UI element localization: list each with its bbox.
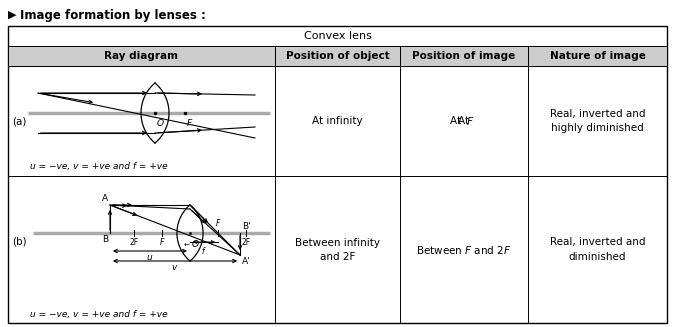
Text: ←: ← [183,243,189,249]
Text: B': B' [242,222,250,231]
Text: At infinity: At infinity [312,116,363,126]
Text: $v$: $v$ [171,263,179,272]
Text: u = −ve, v = +ve and f = +ve: u = −ve, v = +ve and f = +ve [30,163,167,171]
Bar [275,46,400,66]
Text: B: B [102,235,108,244]
Text: $O$: $O$ [191,238,200,249]
Bar [528,46,667,66]
Text: 2F: 2F [242,238,250,247]
Text: F: F [160,238,164,247]
Text: ▶: ▶ [8,10,16,20]
Text: Between $F$ and 2$F$: Between $F$ and 2$F$ [416,244,512,255]
Text: $F$: $F$ [215,217,221,228]
Text: (b): (b) [12,236,26,247]
Text: (a): (a) [12,116,26,126]
Text: u = −ve, v = +ve and f = +ve: u = −ve, v = +ve and f = +ve [30,309,167,318]
Text: Ray diagram: Ray diagram [105,51,178,61]
Text: $F$: $F$ [466,115,474,127]
Text: A: A [102,194,108,203]
Text: Nature of image: Nature of image [549,51,645,61]
Text: At: At [450,116,464,126]
Text: Position of object: Position of object [286,51,389,61]
Text: $u$: $u$ [146,253,154,262]
Text: Image formation by lenses :: Image formation by lenses : [20,9,206,22]
Text: Real, inverted and
diminished: Real, inverted and diminished [549,237,645,262]
Text: Convex lens: Convex lens [304,31,371,41]
Text: 2F: 2F [130,238,138,247]
Text: $O$: $O$ [156,117,165,128]
Text: Position of image: Position of image [412,51,516,61]
Text: $F$: $F$ [186,117,193,128]
Text: $f$: $f$ [201,245,207,256]
Text: Between infinity
and 2F: Between infinity and 2F [295,237,380,262]
Text: A': A' [242,257,250,266]
Text: Real, inverted and
highly diminished: Real, inverted and highly diminished [549,109,645,133]
Bar [400,46,528,66]
Text: At: At [458,116,472,126]
Bar [8,46,275,66]
